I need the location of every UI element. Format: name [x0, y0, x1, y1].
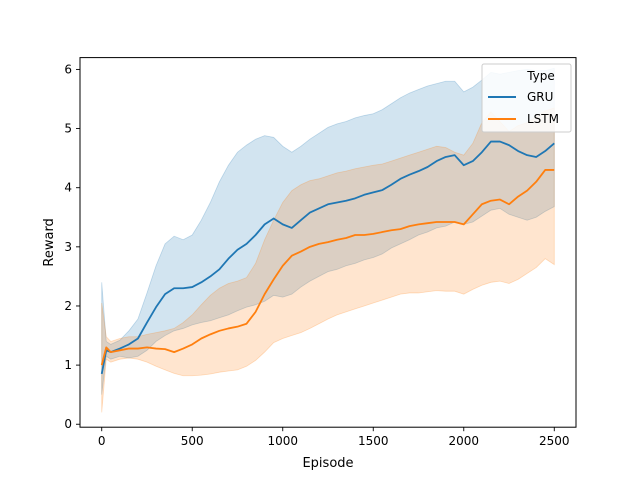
line-gru	[100, 140, 555, 375]
x-tick-label: 1500	[358, 434, 389, 448]
line-lstm	[100, 169, 555, 366]
legend-box	[481, 63, 572, 133]
x-axis-ticks: 0 500 1000 1500 2000 2500	[98, 427, 570, 448]
y-axis-ticks: 0 1 2 3 4 5 6	[64, 62, 80, 431]
y-tick-label: 2	[64, 299, 72, 313]
series-lines	[100, 140, 555, 375]
x-axis-label: Episode	[302, 456, 353, 471]
x-tick-label: 500	[181, 434, 204, 448]
y-tick-label: 6	[64, 62, 72, 76]
y-tick-label: 5	[64, 122, 72, 136]
y-tick-label: 0	[64, 417, 72, 431]
x-tick-label: 1000	[267, 434, 298, 448]
legend-title: Type	[526, 69, 555, 83]
plot-frame	[79, 57, 577, 428]
legend-label-lstm: LSTM	[527, 112, 559, 126]
x-tick-label: 0	[98, 434, 106, 448]
y-tick-label: 1	[64, 358, 72, 372]
y-tick-label: 3	[64, 240, 72, 254]
legend: Type GRU LSTM	[481, 63, 572, 133]
x-tick-label: 2500	[539, 434, 570, 448]
band-lstm	[101, 107, 555, 413]
legend-label-gru: GRU	[527, 90, 553, 104]
band-gru	[101, 67, 555, 395]
x-tick-label: 2000	[448, 434, 479, 448]
y-tick-label: 4	[64, 181, 72, 195]
y-axis-label: Reward	[42, 218, 57, 266]
confidence-bands	[101, 67, 555, 413]
